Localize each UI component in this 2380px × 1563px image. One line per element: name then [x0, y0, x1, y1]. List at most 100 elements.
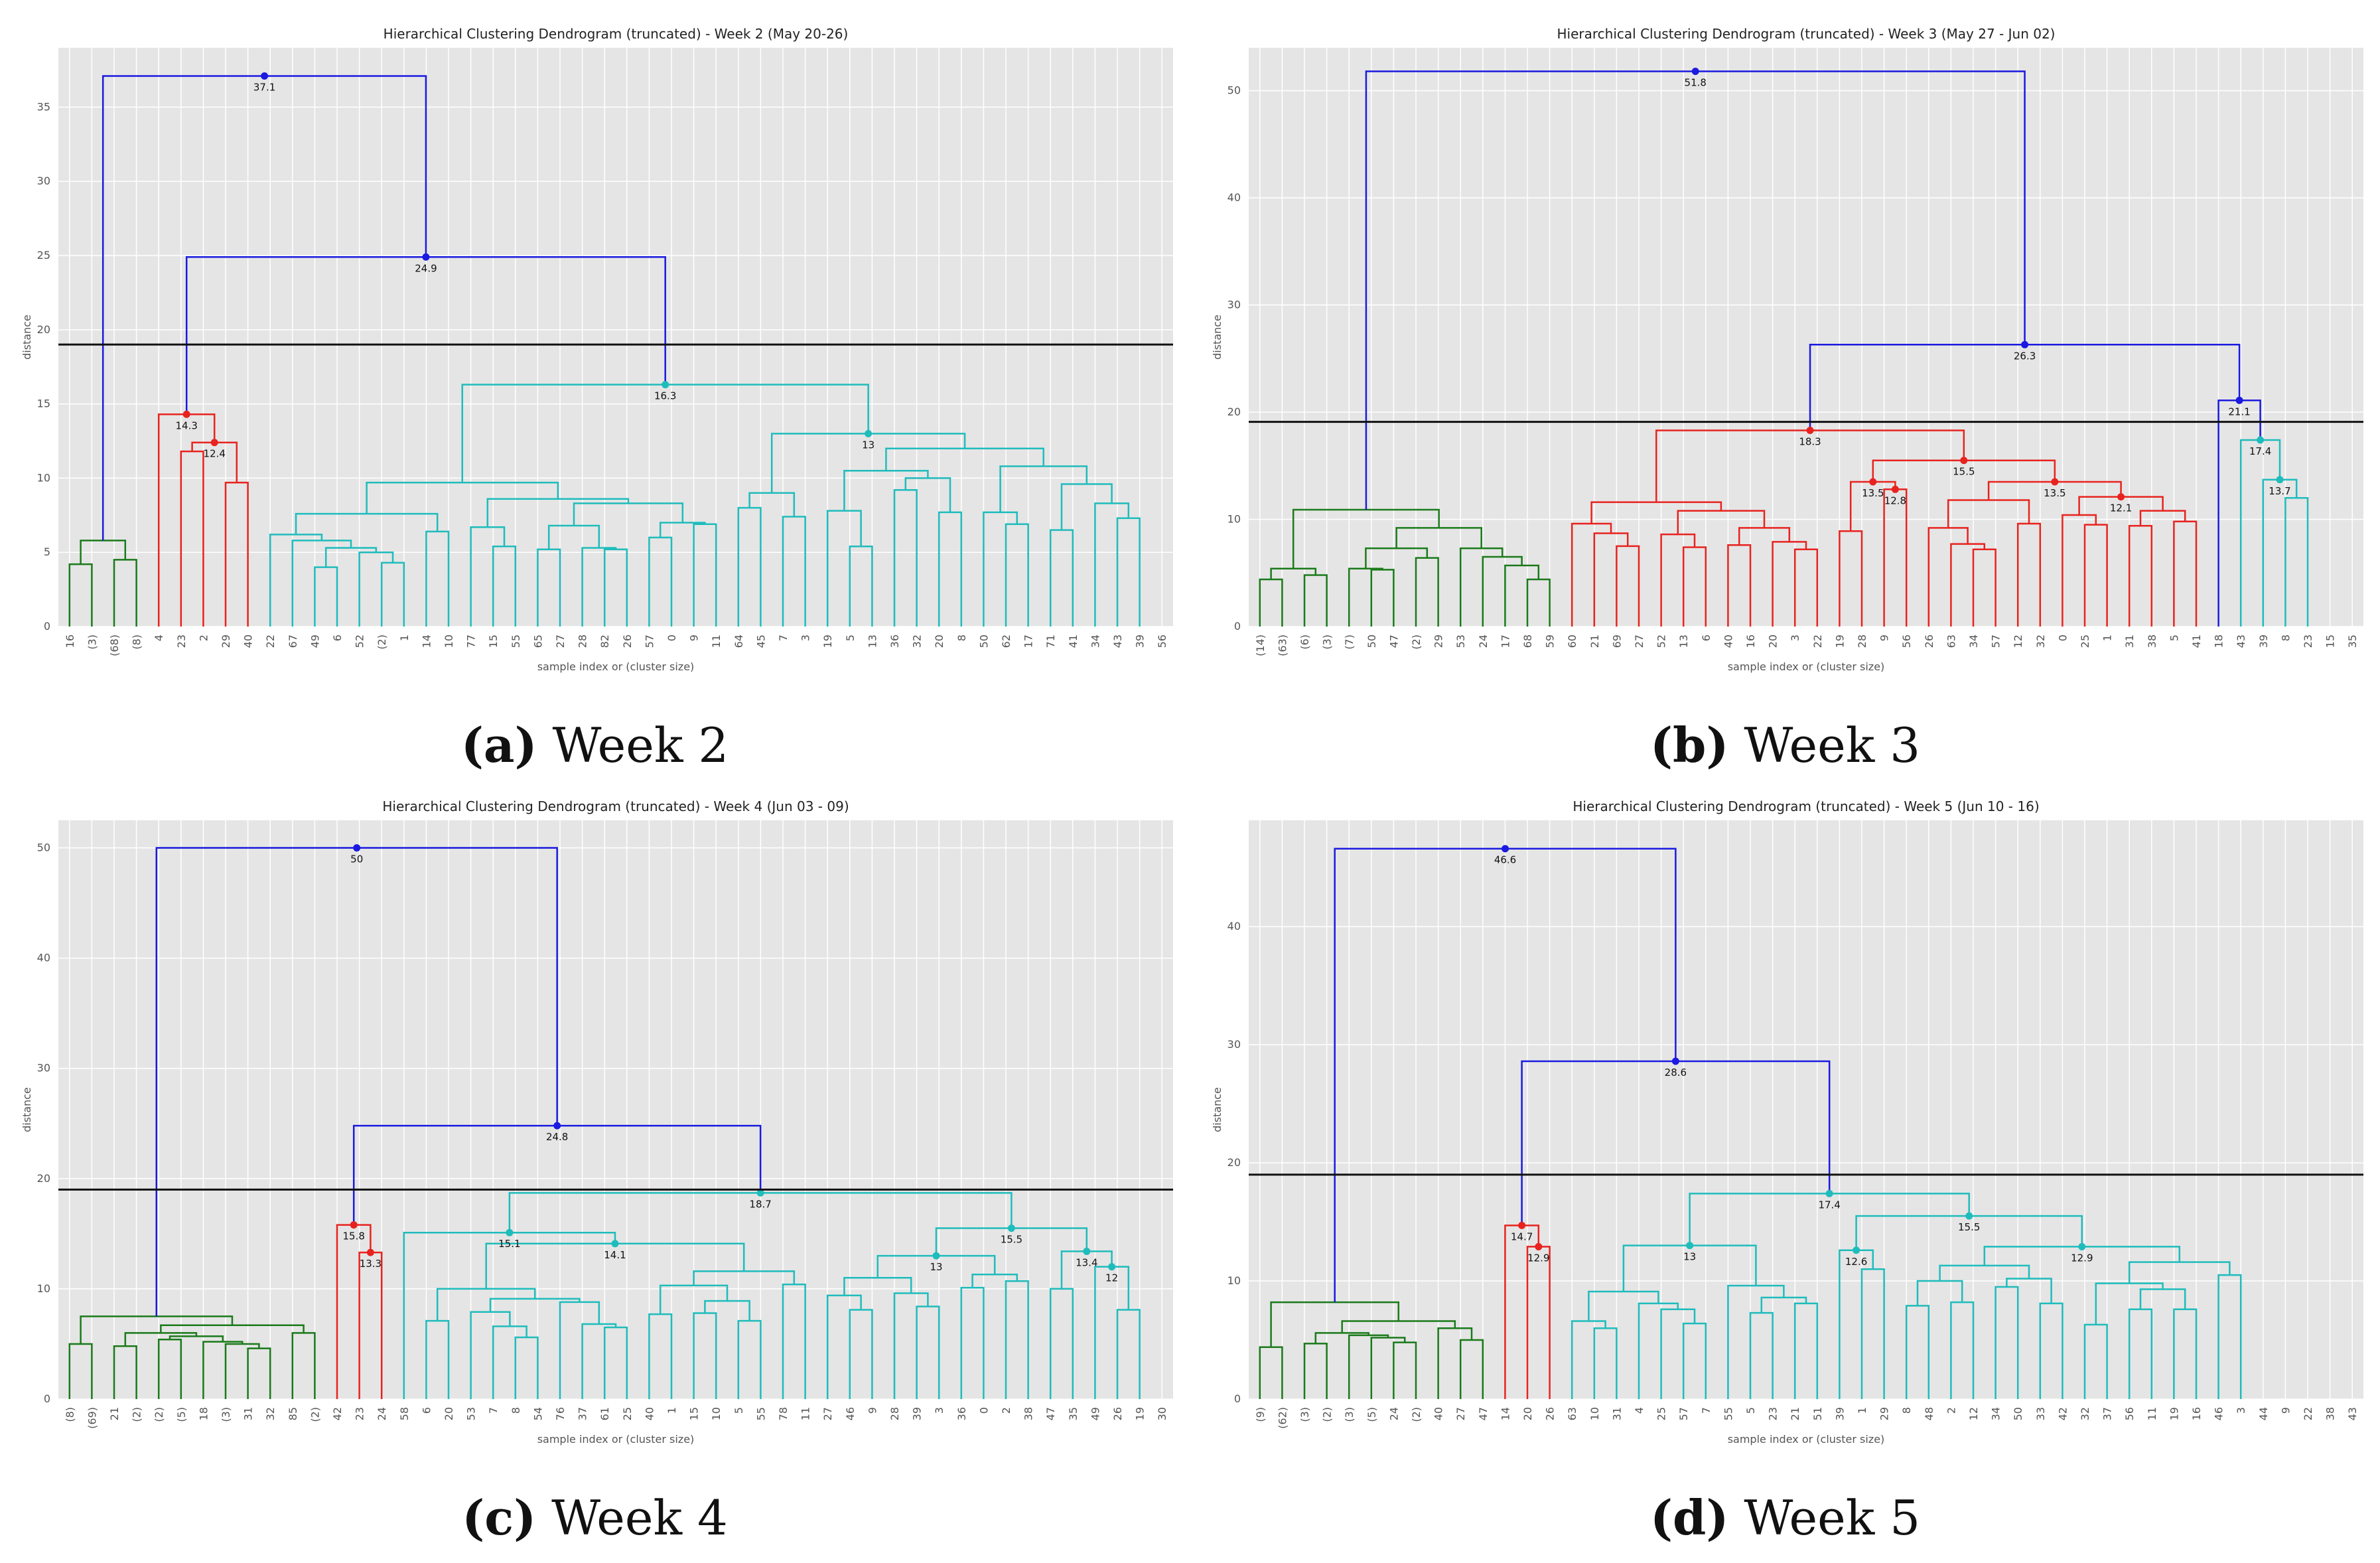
chart-title: Hierarchical Clustering Dendrogram (trun…: [382, 798, 849, 814]
merge-distance-label: 24.8: [546, 1131, 568, 1143]
merge-distance-label: 24.9: [415, 262, 437, 274]
dendrogram-link: [2139, 1288, 2186, 1309]
dendrogram-link: [1116, 1309, 1141, 1399]
x-tick-label: 2: [1000, 1407, 1013, 1414]
y-axis-label: distance: [1211, 1087, 1224, 1132]
y-tick-label: 10: [37, 471, 50, 484]
x-tick-label: 65: [531, 634, 544, 648]
x-tick-label: 52: [1655, 634, 1668, 648]
merge-distance-label: 13.5: [1862, 487, 1884, 499]
dendrogram-link: [849, 1309, 873, 1399]
x-tick-label: 18: [197, 1407, 210, 1420]
merge-nodes: 13.3 15.8 14.1 15.1 13 12 13.4 15.5 18.7 24.8 50: [342, 844, 1118, 1284]
x-tick-label: 10: [710, 1407, 723, 1420]
x-tick-label: 23: [175, 634, 188, 648]
dendrogram-link: [1459, 547, 1504, 627]
x-tick-label: (2): [1410, 634, 1423, 650]
dendrogram-link: [782, 516, 806, 627]
x-tick-label: 32: [2034, 634, 2047, 648]
caption-text: Week 2: [552, 717, 729, 773]
chart-title: Hierarchical Clustering Dendrogram (trun…: [384, 26, 849, 42]
x-tick-label: 82: [598, 634, 611, 648]
x-tick-label: (8): [131, 634, 143, 650]
x-tick-label: 3: [2235, 1407, 2247, 1414]
x-tick-label: 47: [1387, 634, 1400, 648]
x-tick-label: 39: [2257, 634, 2270, 648]
x-tick-label: 6: [420, 1407, 433, 1414]
x-tick-label: 71: [1044, 634, 1057, 648]
x-tick-label: 40: [1433, 1407, 1445, 1420]
x-tick-label: 21: [108, 1407, 121, 1420]
x-tick-label: 14: [420, 634, 433, 648]
x-tick-label: 31: [2123, 634, 2136, 648]
x-tick-label: (8): [64, 1407, 76, 1422]
x-axis-ticks: (14) (63) (6) (3) (7) 50 47 (2) 29 53 24 17 68 59 60 21…: [1254, 634, 2359, 656]
dendrogram-link: [843, 469, 929, 511]
x-tick-label: 63: [1566, 1407, 1578, 1420]
x-tick-label: 37: [2101, 1407, 2114, 1420]
merge-distance-label: 13.3: [360, 1258, 382, 1270]
merge-distance-label: 28.6: [1665, 1067, 1687, 1079]
x-tick-label: (69): [86, 1407, 98, 1429]
dendrogram-link: [1571, 522, 1612, 627]
x-tick-label: 27: [821, 1407, 834, 1420]
merge-distance-label: 12.1: [2110, 502, 2132, 514]
x-tick-label: 23: [2302, 634, 2314, 648]
x-tick-label: 67: [287, 634, 299, 648]
x-tick-label: 47: [1044, 1407, 1057, 1420]
dendrogram-link: [2016, 522, 2042, 627]
x-tick-label: (9): [1254, 1407, 1267, 1422]
dendrogram-link: [295, 512, 439, 535]
x-tick-label: 11: [710, 634, 723, 648]
merge-distance-label: 21.1: [2228, 406, 2250, 417]
x-tick-label: 55: [1722, 1407, 1734, 1420]
x-tick-label: 15: [688, 1407, 701, 1420]
merge-node-dot: [756, 1189, 764, 1197]
x-tick-label: 78: [777, 1407, 790, 1420]
merge-distance-label: 12.8: [1884, 494, 1906, 506]
y-axis-ticks: 0 10 20 30 40 50: [37, 842, 50, 1405]
dendrogram-link: [80, 540, 127, 565]
dendrogram-link: [470, 526, 506, 627]
x-tick-label: (2): [309, 1407, 321, 1422]
dendrogram-link: [782, 1284, 806, 1399]
plot-area: [58, 48, 1173, 627]
x-axis-ticks: (8) (69) 21 (2) (2) (5) 18 (3) 31 32 85 (2) 42 23 24 58…: [64, 1407, 1168, 1429]
x-tick-label: 44: [2257, 1407, 2270, 1420]
x-tick-label: 54: [531, 1407, 544, 1420]
y-tick-label: 25: [37, 249, 50, 261]
x-tick-label: 0: [665, 634, 678, 641]
merge-node-dot: [182, 410, 190, 418]
x-tick-label: (6): [1298, 634, 1311, 650]
x-tick-label: 25: [621, 1407, 634, 1420]
merge-distance-label: 14.3: [175, 419, 197, 431]
x-tick-label: 63: [1945, 634, 1957, 648]
merge-node-dot: [2021, 340, 2029, 348]
x-tick-label: 50: [1365, 634, 1378, 648]
dendrogram-link: [1504, 564, 1540, 627]
x-tick-label: 15: [487, 634, 500, 648]
x-axis-label: sample index or (cluster size): [537, 660, 695, 673]
merge-node-dot: [210, 439, 218, 447]
dendrogram-link: [224, 481, 249, 627]
merge-node-dot: [1671, 1057, 1679, 1065]
merge-node-dot: [1869, 478, 1877, 486]
x-tick-label: 5: [844, 634, 857, 641]
panel-week-5: 0 10 20 30 40 (9) (62) (3) (2) (3) (5) 24 (2) 40 27 47…: [1190, 773, 2380, 1554]
x-tick-label: (5): [1365, 1407, 1378, 1422]
dendrogram-link: [1303, 574, 1328, 627]
dendrogram-link: [1749, 1311, 1774, 1399]
merge-node-dot: [1691, 68, 1699, 76]
x-tick-label: 29: [1878, 1407, 1891, 1420]
merge-node-dot: [1518, 1221, 1526, 1229]
dendrogram-link: [291, 540, 352, 627]
dendrogram-link: [1415, 557, 1439, 627]
y-tick-label: 40: [1227, 920, 1241, 932]
x-tick-label: 12: [2012, 634, 2024, 648]
y-tick-label: 10: [1227, 513, 1241, 526]
x-tick-label: 34: [1990, 1407, 2002, 1420]
x-tick-label: 3: [933, 1407, 945, 1414]
x-tick-label: 57: [643, 634, 656, 648]
dendrogram-link: [291, 1332, 316, 1399]
